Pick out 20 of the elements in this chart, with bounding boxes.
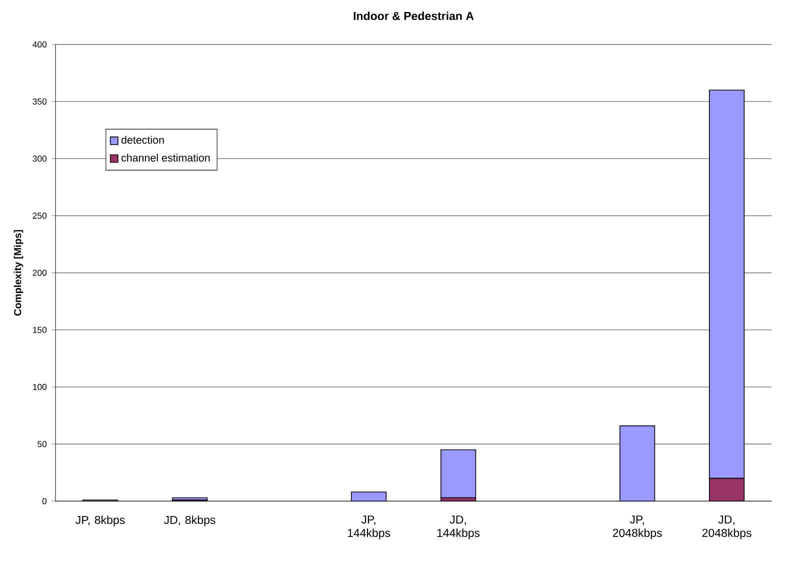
x-tick-label: JP, 2048kbps <box>612 516 662 540</box>
x-tick-label: JD, 2048kbps <box>702 516 752 540</box>
y-tick-label: 250 <box>32 212 47 219</box>
y-tick-label: 50 <box>38 440 47 448</box>
bar <box>440 449 476 498</box>
x-tick-label: JD, 8kbps <box>164 516 216 526</box>
y-tick-label: 100 <box>33 384 47 390</box>
chart-title: Indoor & Pedestrian A <box>354 12 474 20</box>
x-tick-label: JD, 144kbps <box>437 516 480 540</box>
y-tick-label: 400 <box>32 41 47 48</box>
y-tick-label: 200 <box>32 270 47 276</box>
y-tick-label: 150 <box>33 326 47 333</box>
legend-label: channel estimation <box>121 154 210 162</box>
y-tick-label: 350 <box>32 98 47 105</box>
x-tick-label: JP, 8kbps <box>76 516 125 526</box>
y-tick-label: 0 <box>42 498 47 504</box>
y-tick-label: 300 <box>32 155 47 162</box>
legend-label: detection <box>121 136 164 144</box>
y-axis-title: Complexity [Mips] <box>14 230 24 316</box>
x-tick-label: JP, 144kbps <box>348 516 390 540</box>
